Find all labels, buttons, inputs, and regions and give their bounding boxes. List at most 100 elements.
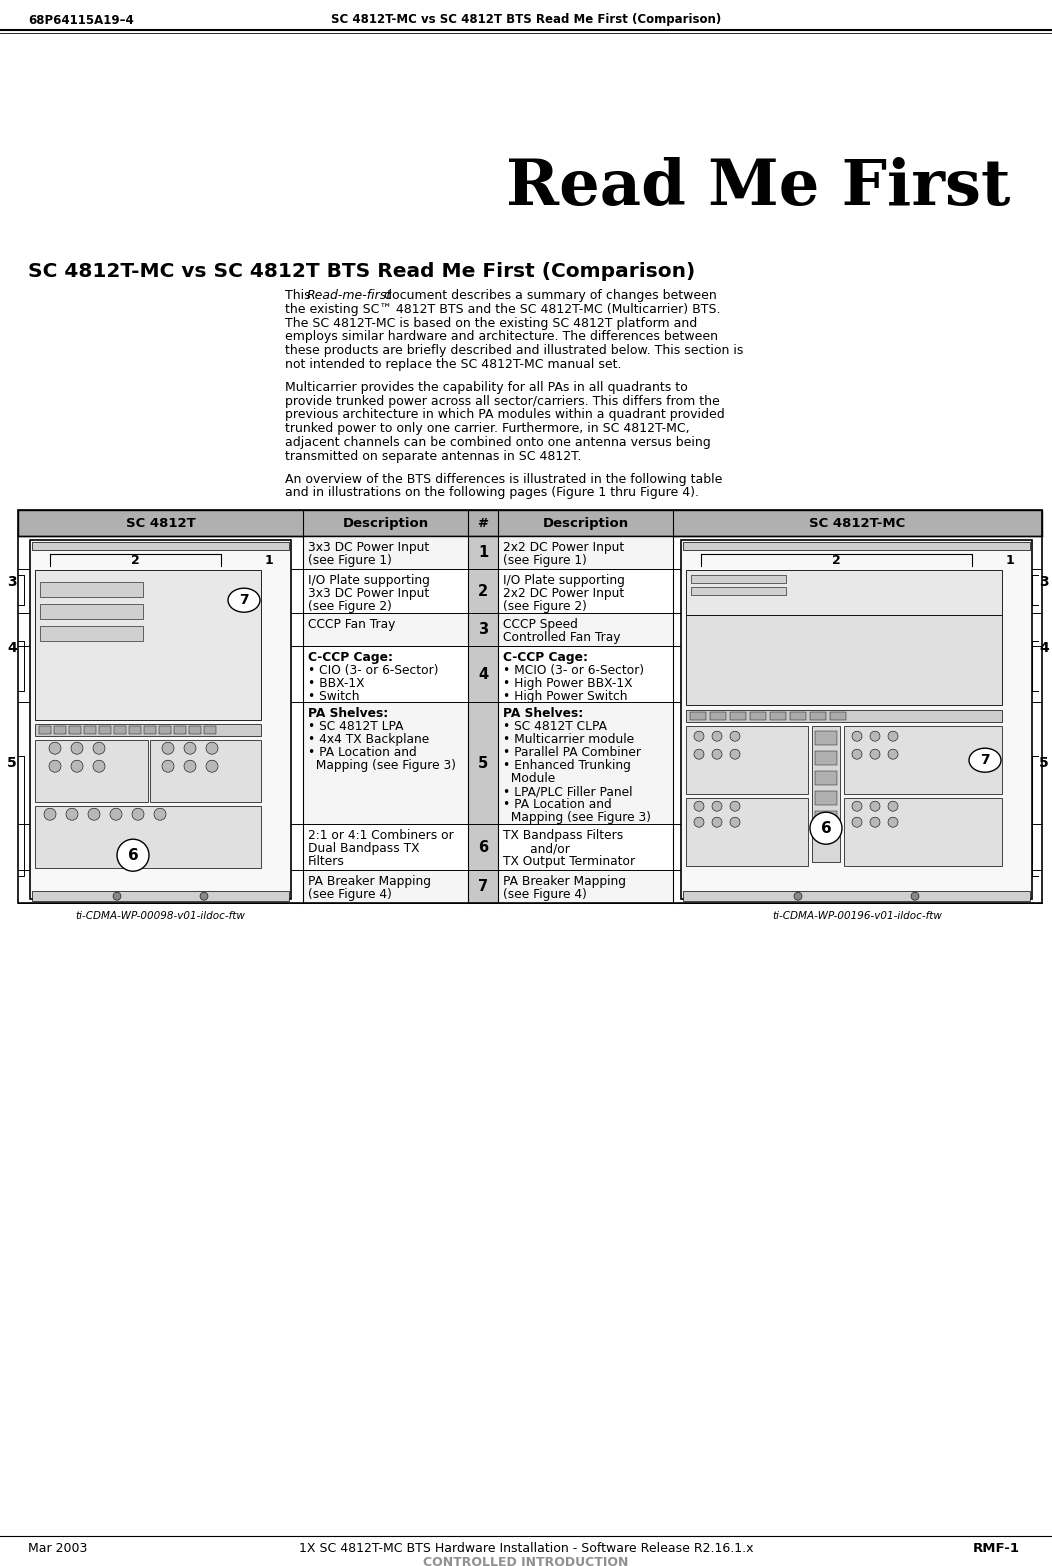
Bar xyxy=(770,713,786,720)
Bar xyxy=(498,824,673,871)
Text: 4: 4 xyxy=(7,640,17,655)
Bar xyxy=(468,568,498,614)
Circle shape xyxy=(93,760,105,772)
Circle shape xyxy=(888,731,898,741)
Bar xyxy=(815,791,837,805)
Circle shape xyxy=(852,731,862,741)
Text: PA Shelves:: PA Shelves: xyxy=(308,708,388,720)
Text: 6: 6 xyxy=(127,847,139,863)
Bar xyxy=(303,614,468,647)
Text: Mapping (see Figure 3): Mapping (see Figure 3) xyxy=(308,760,456,772)
Text: • SC 4812T LPA: • SC 4812T LPA xyxy=(308,720,404,733)
Text: • Enhanced Trunking: • Enhanced Trunking xyxy=(503,760,631,772)
Ellipse shape xyxy=(228,589,260,612)
Circle shape xyxy=(730,802,740,811)
Text: CCCP Fan Tray: CCCP Fan Tray xyxy=(308,619,396,631)
Bar xyxy=(150,741,261,802)
Bar xyxy=(99,727,112,734)
Text: 7: 7 xyxy=(980,753,990,767)
Circle shape xyxy=(852,817,862,827)
Bar xyxy=(35,570,261,720)
Bar xyxy=(683,891,1030,900)
Bar xyxy=(40,626,143,640)
Bar xyxy=(498,536,673,568)
Bar xyxy=(810,713,826,720)
Bar xyxy=(468,871,498,904)
Text: 5: 5 xyxy=(478,756,488,770)
Text: 6: 6 xyxy=(478,839,488,855)
Bar xyxy=(32,891,289,900)
Text: C-CCP Cage:: C-CCP Cage: xyxy=(308,651,393,664)
Circle shape xyxy=(911,893,919,900)
Text: RMF-1: RMF-1 xyxy=(973,1541,1020,1555)
Bar xyxy=(31,540,291,899)
Text: Description: Description xyxy=(343,517,428,529)
Circle shape xyxy=(88,808,100,821)
Text: TX Output Terminator: TX Output Terminator xyxy=(503,855,635,868)
Bar xyxy=(40,583,143,597)
Text: Read-me-first: Read-me-first xyxy=(307,290,392,302)
Bar xyxy=(498,702,673,824)
Bar xyxy=(468,647,498,702)
Text: • SC 4812T CLPA: • SC 4812T CLPA xyxy=(503,720,607,733)
Bar xyxy=(35,806,261,868)
Bar xyxy=(303,536,468,568)
Circle shape xyxy=(154,808,166,821)
Text: Mapping (see Figure 3): Mapping (see Figure 3) xyxy=(503,811,651,824)
Text: • Multicarrier module: • Multicarrier module xyxy=(503,733,634,747)
Text: 2: 2 xyxy=(132,554,140,567)
Text: (see Figure 4): (see Figure 4) xyxy=(503,888,587,900)
Circle shape xyxy=(888,817,898,827)
Text: • Switch: • Switch xyxy=(308,691,360,703)
Text: SC 4812T-MC: SC 4812T-MC xyxy=(809,517,906,529)
Text: 7: 7 xyxy=(239,594,249,608)
Bar xyxy=(750,713,766,720)
Bar xyxy=(303,871,468,904)
Circle shape xyxy=(184,742,196,755)
Ellipse shape xyxy=(969,749,1002,772)
Circle shape xyxy=(200,893,208,900)
Bar xyxy=(54,727,66,734)
Text: (see Figure 2): (see Figure 2) xyxy=(308,600,392,614)
Text: 2x2 DC Power Input: 2x2 DC Power Input xyxy=(503,542,624,554)
Text: previous architecture in which PA modules within a quadrant provided: previous architecture in which PA module… xyxy=(285,409,725,421)
Bar xyxy=(129,727,141,734)
Text: • PA Location and: • PA Location and xyxy=(503,799,612,811)
Circle shape xyxy=(712,749,722,760)
Circle shape xyxy=(66,808,78,821)
Bar xyxy=(35,723,261,736)
Circle shape xyxy=(810,813,842,844)
Bar xyxy=(303,702,468,824)
Bar xyxy=(815,752,837,766)
Bar xyxy=(690,713,706,720)
Bar xyxy=(159,727,171,734)
Text: Dual Bandpass TX: Dual Bandpass TX xyxy=(308,843,420,855)
Circle shape xyxy=(730,731,740,741)
Circle shape xyxy=(712,817,722,827)
Text: • LPA/PLC Filler Panel: • LPA/PLC Filler Panel xyxy=(503,785,632,799)
Text: and in illustrations on the following pages (Figure 1 thru Figure 4).: and in illustrations on the following pa… xyxy=(285,487,699,500)
Circle shape xyxy=(49,760,61,772)
Bar xyxy=(844,799,1002,866)
Circle shape xyxy=(117,839,149,871)
Text: these products are briefly described and illustrated below. This section is: these products are briefly described and… xyxy=(285,345,744,357)
Text: (see Figure 1): (see Figure 1) xyxy=(503,554,587,567)
Text: • PA Location and: • PA Location and xyxy=(308,747,417,760)
Bar xyxy=(39,727,50,734)
Text: CCCP Speed: CCCP Speed xyxy=(503,619,578,631)
Text: 5: 5 xyxy=(7,756,17,769)
Text: Mar 2003: Mar 2003 xyxy=(28,1541,87,1555)
Circle shape xyxy=(110,808,122,821)
Text: • BBX-1X: • BBX-1X xyxy=(308,677,364,691)
Text: TX Bandpass Filters: TX Bandpass Filters xyxy=(503,830,623,843)
Text: An overview of the BTS differences is illustrated in the following table: An overview of the BTS differences is il… xyxy=(285,473,723,485)
Text: 7: 7 xyxy=(478,879,488,894)
Text: 1: 1 xyxy=(1006,554,1014,567)
Text: #: # xyxy=(478,517,488,529)
Circle shape xyxy=(162,742,174,755)
Text: (see Figure 2): (see Figure 2) xyxy=(503,600,587,614)
Text: 2: 2 xyxy=(832,554,841,567)
Circle shape xyxy=(113,893,121,900)
Bar xyxy=(710,713,726,720)
Bar xyxy=(844,727,1002,794)
